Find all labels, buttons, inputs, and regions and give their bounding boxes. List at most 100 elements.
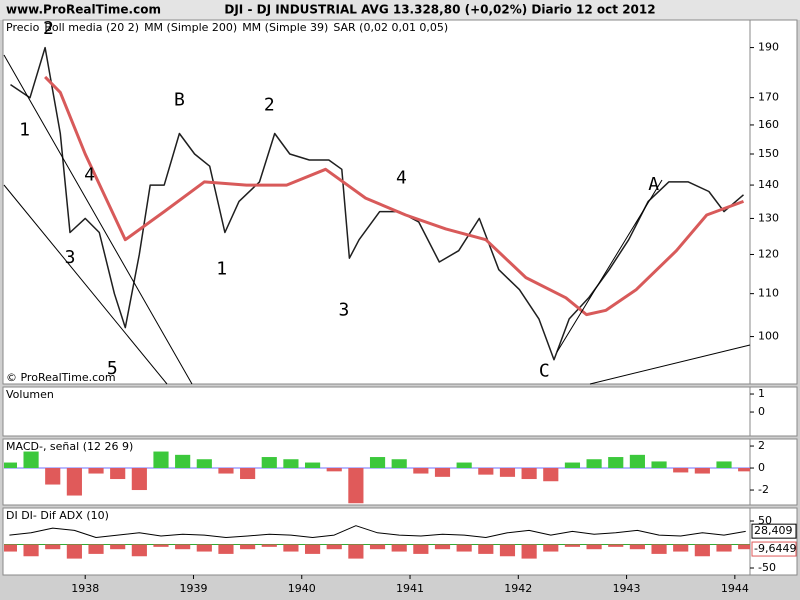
bar — [348, 468, 364, 504]
bar — [456, 544, 472, 552]
bar — [369, 544, 386, 550]
bar — [283, 459, 299, 469]
bar — [153, 544, 169, 547]
wave-label: 1 — [216, 259, 227, 280]
y-tick-label: 160 — [758, 118, 779, 131]
panel — [2, 507, 798, 576]
bar — [694, 468, 710, 474]
y-tick-label: 170 — [758, 91, 779, 104]
bar — [716, 461, 732, 469]
bar — [175, 454, 191, 469]
wave-label: 4 — [396, 168, 407, 189]
bar — [131, 468, 147, 491]
bar — [651, 544, 667, 554]
bar — [218, 544, 234, 554]
plot-area — [10, 46, 745, 361]
panel-title: MACD-, señal (12 26 9) — [6, 440, 133, 453]
panel-title: Volumen — [6, 388, 54, 401]
wave-label: B — [174, 89, 185, 110]
wave-label: 3 — [339, 299, 350, 320]
wave-label: 1 — [19, 120, 30, 141]
bar — [88, 468, 104, 474]
y-tick-label: 0 — [758, 405, 765, 418]
bar — [304, 544, 321, 554]
bar — [413, 544, 429, 554]
bar — [326, 468, 342, 472]
bar — [499, 468, 516, 477]
bar — [261, 544, 277, 547]
bar — [131, 544, 147, 557]
y-tick-label: 150 — [758, 147, 779, 160]
bar — [4, 462, 17, 469]
bar — [499, 544, 516, 557]
wave-label: 2 — [264, 95, 275, 116]
bar — [283, 544, 299, 552]
bar — [23, 544, 39, 557]
bar — [153, 451, 169, 469]
wave-label: 5 — [107, 358, 118, 379]
legend-entry: Boll media (20 2) — [44, 21, 139, 34]
bar — [629, 454, 645, 469]
bar — [738, 544, 750, 550]
y-tick-label: -50 — [758, 561, 776, 574]
wave-label: 2 — [43, 18, 54, 39]
bar — [261, 457, 277, 469]
bar — [196, 544, 212, 552]
price-line — [44, 75, 745, 317]
x-tick-label: 1940 — [288, 582, 316, 595]
bar — [694, 544, 710, 557]
wave-label: 3 — [65, 247, 76, 268]
plot-area — [4, 525, 750, 559]
bar — [456, 462, 472, 469]
x-tick-label: 1943 — [613, 582, 641, 595]
x-tick-label: 1941 — [396, 582, 424, 595]
bar — [608, 544, 624, 547]
plot-area — [4, 451, 750, 504]
panel-title: DI DI- Dif ADX (10) — [6, 509, 109, 522]
watermark: © ProRealTime.com — [6, 371, 116, 384]
wave-label: C — [539, 361, 550, 382]
y-tick-label: 130 — [758, 211, 779, 224]
bar — [348, 544, 364, 559]
price-line — [10, 46, 744, 361]
bar — [521, 544, 537, 559]
x-tick-label: 1939 — [179, 582, 207, 595]
bar — [45, 544, 61, 550]
bar — [175, 544, 191, 550]
bar — [608, 457, 624, 469]
bar — [110, 544, 126, 550]
bar — [543, 544, 559, 552]
bar — [716, 544, 732, 552]
bar — [629, 544, 645, 550]
bar — [673, 544, 689, 552]
bar — [304, 462, 321, 469]
wave-label: A — [648, 174, 659, 195]
bar — [369, 457, 386, 469]
bar — [110, 468, 126, 480]
bar — [88, 544, 104, 554]
y-tick-label: 190 — [758, 41, 779, 54]
x-tick-label: 1942 — [504, 582, 532, 595]
bar — [564, 462, 581, 469]
bar — [478, 544, 494, 554]
bar — [564, 544, 581, 547]
bar — [391, 544, 407, 552]
bar — [738, 468, 750, 472]
value-box — [751, 523, 797, 539]
x-tick-label: 1938 — [71, 582, 99, 595]
bar — [240, 544, 256, 550]
bar — [673, 468, 689, 473]
value-box — [751, 541, 797, 557]
panel — [2, 386, 798, 437]
value-box-label: -9,6449 — [754, 542, 796, 555]
bar — [326, 544, 342, 550]
bar — [66, 468, 82, 496]
bar — [45, 468, 61, 485]
y-tick-label: 140 — [758, 178, 779, 191]
bar — [196, 459, 212, 469]
y-tick-label: 120 — [758, 247, 779, 260]
legend-entry: MM (Simple 39) — [242, 21, 328, 34]
y-tick-label: 110 — [758, 287, 779, 300]
bar — [586, 459, 602, 469]
bar — [543, 468, 559, 482]
